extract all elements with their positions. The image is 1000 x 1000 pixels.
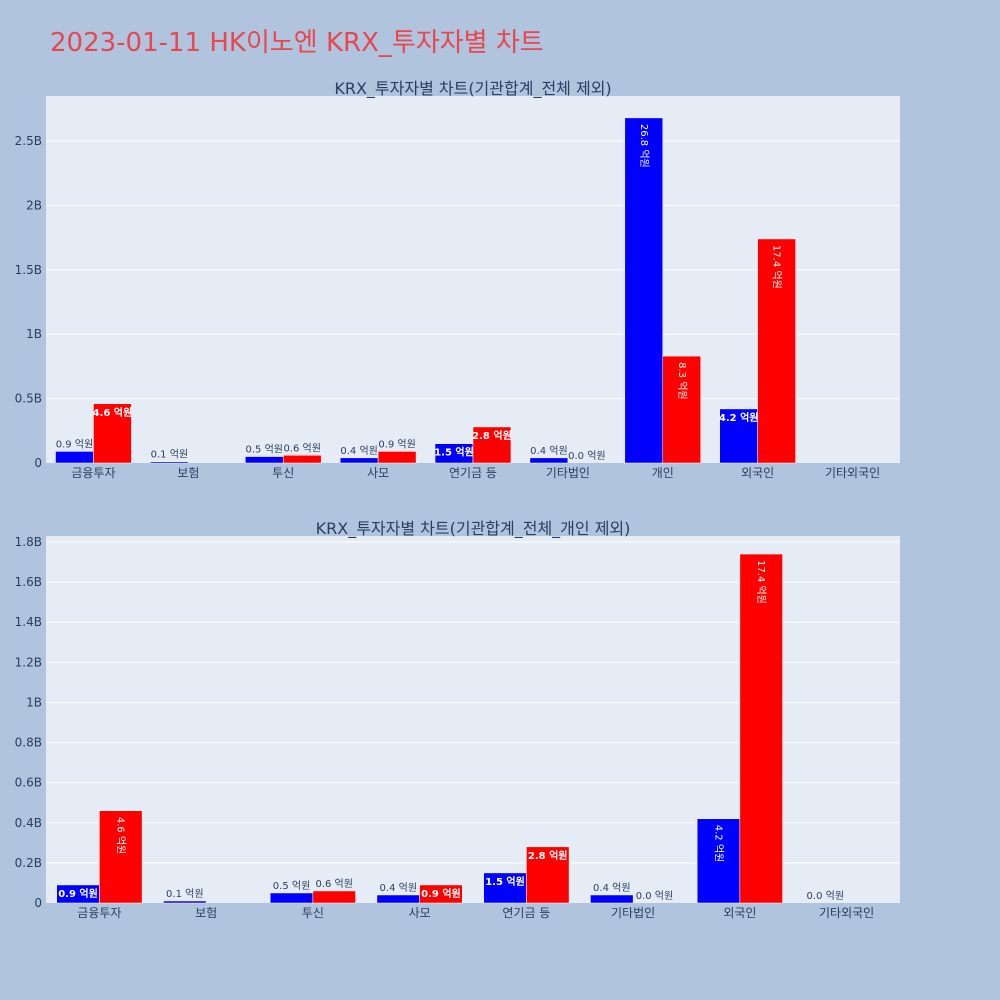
x-tick-label: 외국인 xyxy=(741,466,774,480)
bar-label: 0.9 억원 xyxy=(56,438,93,450)
bar-label: 0.4 억원 xyxy=(380,882,417,894)
x-tick-label: 개인 xyxy=(652,466,674,480)
bar-label: 0.5 억원 xyxy=(273,880,310,892)
bar-label: 8.3 억원 xyxy=(676,362,688,399)
x-tick-label: 기타법인 xyxy=(611,906,655,920)
y-tick-label: 0.4B xyxy=(15,816,42,830)
bar xyxy=(472,426,512,464)
y-tick-label: 1.4B xyxy=(15,615,42,629)
bar-label: 0.9 억원 xyxy=(421,887,461,900)
x-tick-label: 외국인 xyxy=(723,906,756,920)
x-tick-label: 연기금 등 xyxy=(502,906,550,920)
x-tick-label: 보험 xyxy=(195,906,217,920)
bar xyxy=(376,894,420,904)
y-tick-label: 0.2B xyxy=(15,856,42,870)
page-title: 2023-01-11 HK이노엔 KRX_투자자별 차트 xyxy=(50,28,544,58)
bar-label: 17.4 억원 xyxy=(755,560,767,604)
y-tick-label: 0.5B xyxy=(15,392,42,406)
bar xyxy=(377,451,417,464)
bar-label: 2.8 억원 xyxy=(528,849,568,862)
bar xyxy=(662,355,701,464)
y-tick-label: 2.5B xyxy=(15,134,42,148)
bar xyxy=(245,456,284,464)
bar xyxy=(150,461,189,464)
y-tick-label: 1.2B xyxy=(15,655,42,669)
bar-label: 0.0 억원 xyxy=(568,450,605,462)
bar xyxy=(312,890,356,904)
bar xyxy=(269,892,314,904)
bar xyxy=(624,117,664,464)
x-tick-label: 기타법인 xyxy=(546,466,590,480)
bar-label: 0.6 억원 xyxy=(315,878,352,890)
bar-label: 26.8 억원 xyxy=(638,124,650,168)
x-tick-label: 금융투자 xyxy=(77,906,121,920)
bar-label: 4.2 억원 xyxy=(713,825,725,862)
bar-label: 0.6 억원 xyxy=(283,442,320,454)
bar-label: 1.5 억원 xyxy=(434,446,474,459)
bar xyxy=(483,872,527,904)
y-tick-label: 0 xyxy=(34,896,42,910)
x-tick-label: 금융투자 xyxy=(71,466,115,480)
y-tick-label: 0 xyxy=(34,456,42,470)
x-tick-label: 사모 xyxy=(409,906,431,920)
bar-label: 2.8 억원 xyxy=(472,429,512,442)
bar xyxy=(93,403,132,464)
x-tick-label: 기타외국인 xyxy=(825,466,880,480)
bar-label: 0.9 억원 xyxy=(58,887,98,900)
bar-label: 0.4 억원 xyxy=(340,445,377,457)
bar-label: 4.6 억원 xyxy=(93,406,133,419)
x-tick-label: 기타외국인 xyxy=(819,906,874,920)
y-tick-label: 0.8B xyxy=(15,736,42,750)
bar-label: 4.2 억원 xyxy=(719,411,759,424)
bar xyxy=(282,455,322,464)
bar-label: 1.5 억원 xyxy=(485,875,525,888)
y-tick-label: 1.5B xyxy=(15,263,42,277)
bar-label: 0.4 억원 xyxy=(593,882,630,894)
y-tick-label: 1B xyxy=(26,695,42,709)
bar xyxy=(55,451,94,464)
x-tick-label: 보험 xyxy=(177,466,199,480)
bar-label: 0.0 억원 xyxy=(636,890,673,902)
bar xyxy=(419,884,463,904)
bar xyxy=(739,553,783,904)
bar xyxy=(339,457,379,464)
bar-label: 0.4 억원 xyxy=(530,445,567,457)
bar xyxy=(529,457,569,464)
bar-label: 0.5 억원 xyxy=(246,444,283,456)
chart-title-2: KRX_투자자별 차트(기관합계_전체_개인 제외) xyxy=(316,519,631,539)
bar-label: 0.0 억원 xyxy=(807,890,844,902)
bar xyxy=(99,810,143,904)
x-tick-label: 투신 xyxy=(272,466,294,480)
x-tick-label: 연기금 등 xyxy=(449,466,497,480)
bar-label: 0.1 억원 xyxy=(166,888,203,900)
bar-label: 17.4 억원 xyxy=(771,245,783,289)
y-tick-label: 1B xyxy=(26,327,42,341)
bar xyxy=(526,846,570,904)
bar-label: 0.1 억원 xyxy=(151,449,188,461)
bar-label: 0.9 억원 xyxy=(378,438,415,450)
bar-label: 4.6 억원 xyxy=(115,817,127,854)
bar xyxy=(590,894,634,904)
chart-title-1: KRX_투자자별 차트(기관합계_전체 제외) xyxy=(334,79,611,99)
x-tick-label: 사모 xyxy=(367,466,389,480)
y-tick-label: 2B xyxy=(26,198,42,212)
bar xyxy=(757,238,796,464)
bar xyxy=(696,818,741,904)
y-tick-label: 1.6B xyxy=(15,575,42,589)
y-tick-label: 0.6B xyxy=(15,776,42,790)
bar xyxy=(163,900,207,904)
y-tick-label: 1.8B xyxy=(15,535,42,549)
x-tick-label: 투신 xyxy=(302,906,324,920)
